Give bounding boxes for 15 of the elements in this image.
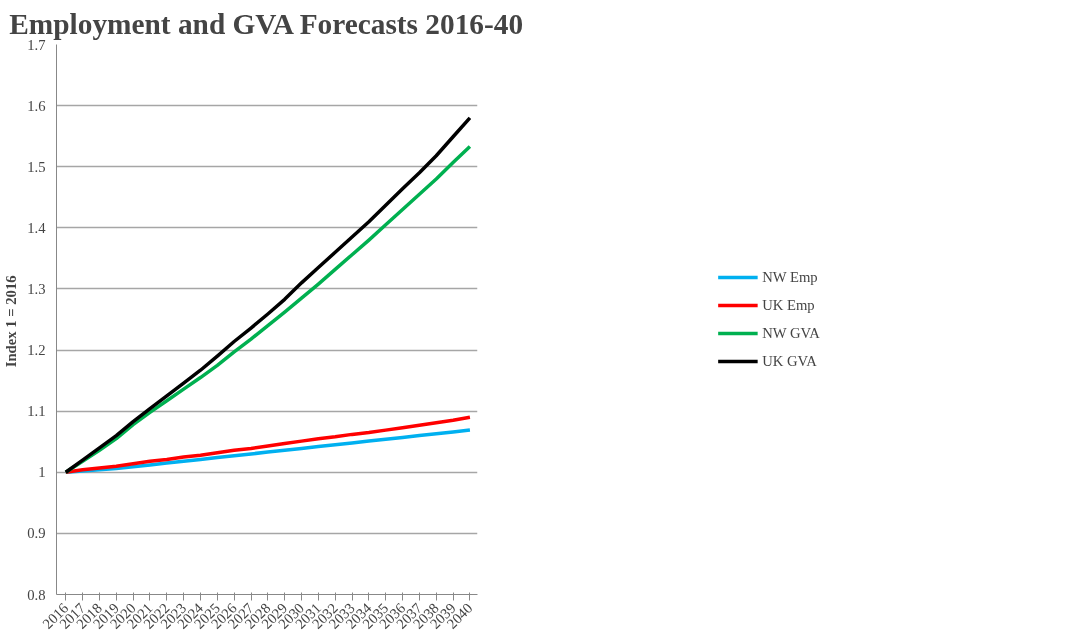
y-tick-label: 1.2 [27, 342, 46, 359]
y-tick-label: 1.3 [27, 280, 46, 297]
y-tick-label: 1.4 [27, 219, 47, 236]
line-series [64, 415, 472, 475]
legend-label: UK Emp [762, 296, 815, 314]
y-tick-label: 0.9 [27, 525, 46, 542]
legend-label: NW GVA [762, 324, 820, 342]
y-tick-label: 1.1 [27, 403, 46, 420]
y-tick-label: 1.5 [27, 158, 46, 175]
y-tick-label: 1 [38, 464, 46, 481]
y-tick-label: 1.6 [27, 97, 46, 114]
y-axis-title: Index 1 = 2016 [3, 275, 20, 368]
legend-label: NW Emp [762, 268, 818, 286]
legend-label: UK GVA [762, 352, 817, 370]
y-tick-label: 0.8 [27, 586, 46, 603]
